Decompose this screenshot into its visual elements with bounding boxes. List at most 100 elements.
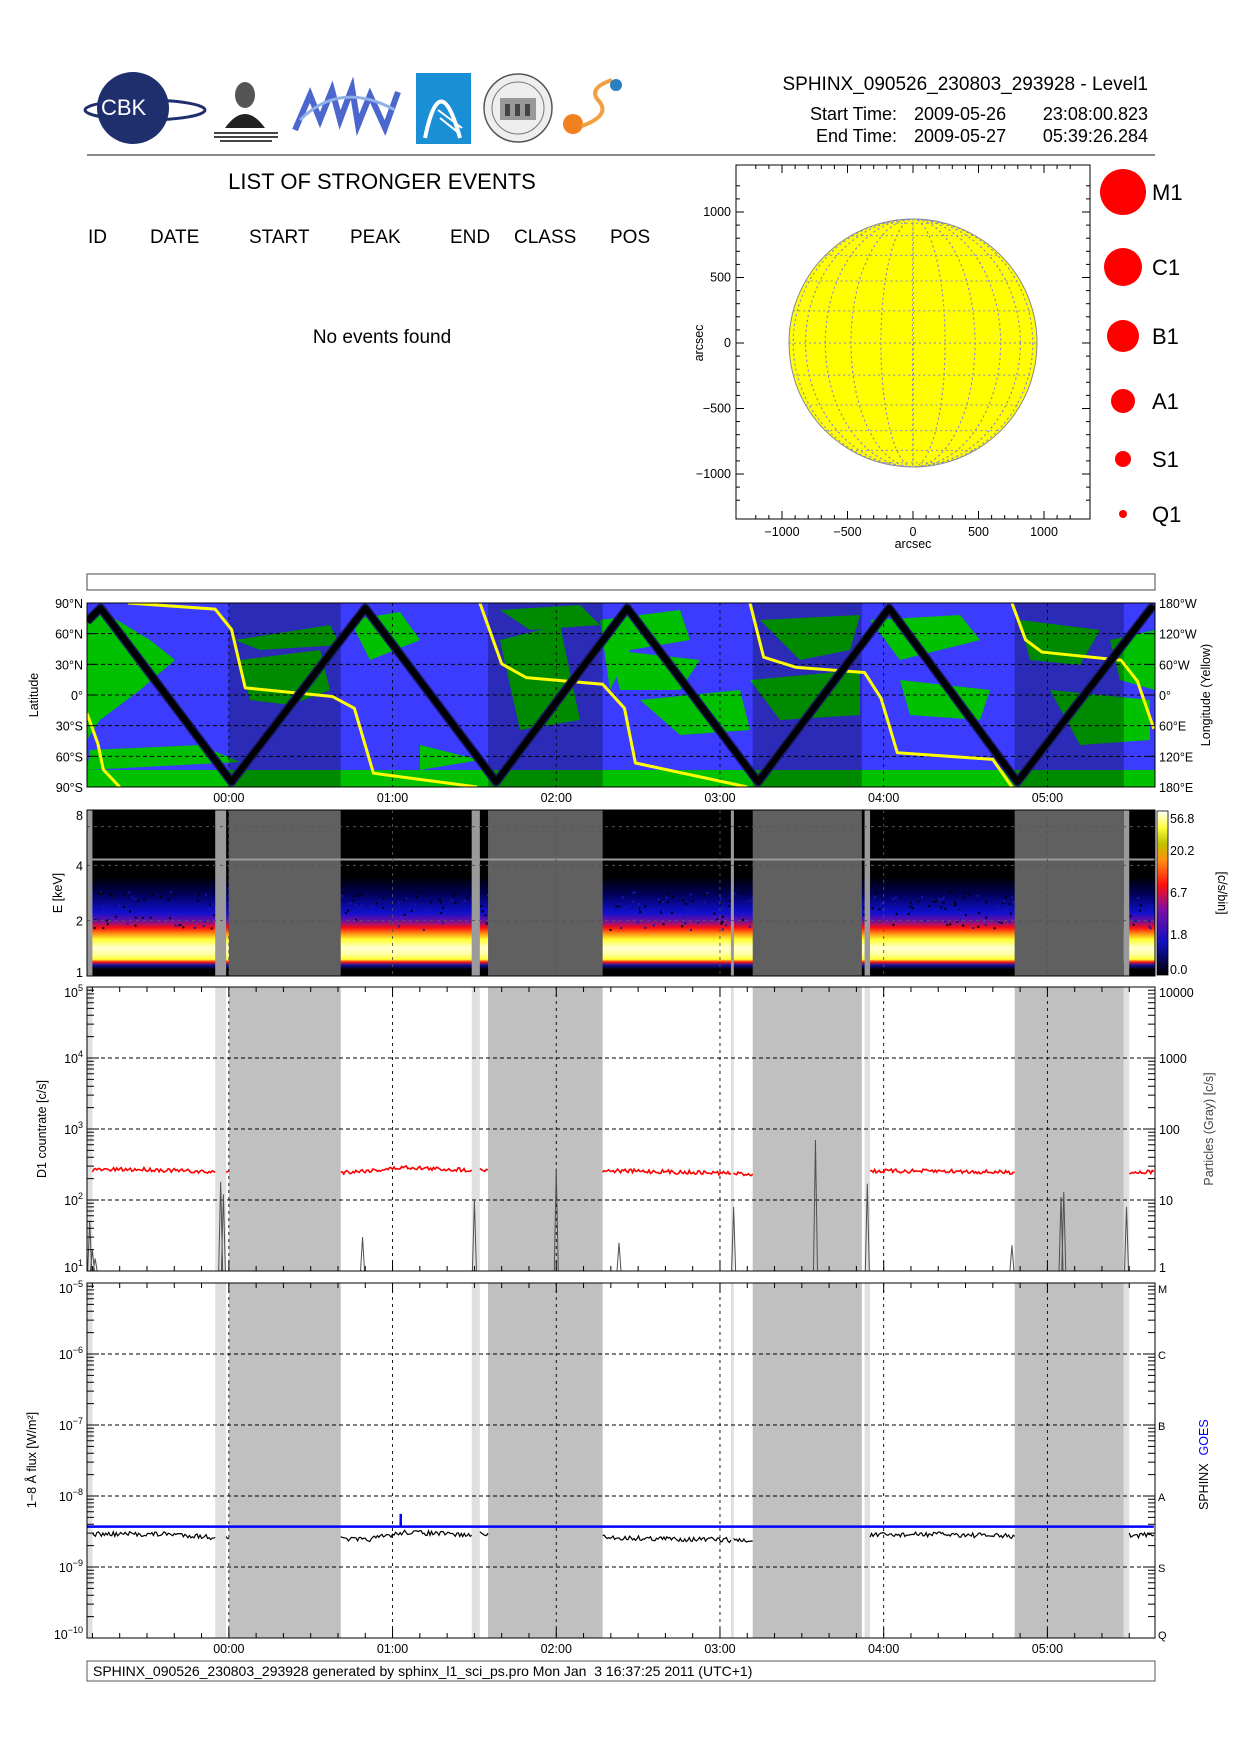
longitude-tick-label: 180°W	[1159, 597, 1197, 611]
spectrum-noise	[681, 917, 684, 920]
spectrum-noise	[1005, 907, 1008, 910]
eclipse-region	[1014, 810, 1124, 976]
spectrum-noise	[193, 926, 196, 929]
flare-class-marker	[1104, 248, 1142, 286]
goes-class-tick-label: S	[1158, 1563, 1165, 1575]
spectrum-noise	[114, 915, 117, 918]
flux-series-legend: SPHINX GOES	[1197, 1419, 1211, 1510]
time-tick-label: 02:00	[541, 1642, 572, 1656]
spectrum-noise	[442, 906, 445, 909]
spectrum-noise	[101, 892, 104, 895]
particles-tick-label: 1	[1159, 1261, 1166, 1275]
spectrum-noise	[634, 891, 637, 894]
cbk-pan-logo: CBK	[83, 72, 207, 144]
flare-class-marker	[1119, 510, 1127, 518]
y-tick-label: 500	[710, 271, 731, 285]
spectrum-noise	[134, 916, 137, 919]
x-tick-label: 500	[968, 525, 989, 539]
spectrum-noise	[639, 910, 642, 913]
eclipse-edge-region	[730, 1283, 734, 1638]
spectrum-noise	[180, 916, 183, 919]
spectrum-noise	[713, 912, 716, 915]
spectrum-noise	[459, 914, 462, 917]
particle-spike	[220, 1194, 226, 1272]
spectrum-noise	[909, 901, 912, 904]
eclipse-region	[488, 1283, 603, 1638]
spectrum-noise	[652, 924, 655, 927]
column-id: ID	[88, 227, 107, 248]
spectrum-noise	[342, 892, 345, 895]
spectrum-noise	[204, 893, 207, 896]
spectrum-noise	[403, 913, 406, 916]
spectrum-noise	[182, 926, 185, 929]
spectrum-noise	[609, 928, 612, 931]
time-tick-label: 03:00	[704, 1642, 735, 1656]
spectrum-noise	[621, 896, 624, 899]
longitude-track	[127, 603, 478, 787]
spectrum-noise	[954, 903, 957, 906]
spectrum-noise	[689, 928, 692, 931]
spectrum-noise	[733, 892, 736, 895]
spectrum-noise	[863, 907, 866, 910]
spectrum-noise	[149, 916, 152, 919]
spectrum-noise	[950, 891, 953, 894]
spectrum-noise	[389, 913, 392, 916]
spectrum-noise	[426, 909, 429, 912]
spectrum-noise	[137, 899, 140, 902]
spectrum-noise	[455, 911, 458, 914]
goes-flux-line	[86, 1513, 1154, 1528]
spectrum-noise	[415, 895, 418, 898]
sphinx-flux-line	[479, 1531, 489, 1537]
particles-tick-label: 1000	[1159, 1052, 1187, 1066]
column-peak: PEAK	[350, 227, 401, 248]
spectrum-noise	[357, 907, 360, 910]
x-tick-label: −1000	[764, 525, 799, 539]
eclipse-region	[228, 1283, 341, 1638]
spectrum-noise	[1139, 904, 1142, 907]
longitude-track	[748, 603, 1014, 787]
particle-spike	[1009, 1245, 1015, 1272]
spectrum-noise	[100, 911, 103, 914]
spectrum-noise	[1009, 912, 1012, 915]
spectrum-noise	[413, 903, 416, 906]
spectrum-noise	[486, 894, 489, 897]
spectrum-noise	[1008, 902, 1011, 905]
latitude-axis-label: Latitude	[27, 673, 41, 718]
spectrum-noise	[419, 891, 422, 894]
spectrum-noise	[862, 902, 865, 905]
spectrum-noise	[938, 898, 941, 901]
spectrum-noise	[959, 918, 962, 921]
eclipse-region	[228, 810, 341, 976]
y-tick-label: −500	[703, 402, 731, 416]
longitude-tick-label: 60°E	[1159, 720, 1186, 734]
spectrum-noise	[911, 907, 914, 910]
report-title: SPHINX_090526_230803_293928 - Level1	[782, 74, 1148, 95]
eclipse-edge-region	[471, 1283, 480, 1638]
spectrum-noise	[151, 894, 154, 897]
energy-tick-label: 8	[76, 809, 83, 823]
particle-spike	[864, 1183, 870, 1272]
particles-tick-label: 100	[1159, 1123, 1180, 1137]
particles-axis-label: Particles (Gray) [c/s]	[1202, 1072, 1216, 1185]
spectrum-noise	[1012, 901, 1015, 904]
spectrum-noise	[682, 899, 685, 902]
spectrum-noise	[684, 921, 687, 924]
spectrum-noise	[941, 898, 944, 901]
blue-arch-logo	[416, 73, 471, 144]
flare-class-marker	[1115, 451, 1131, 467]
spectrum-noise	[657, 898, 660, 901]
y-tick-label: 103	[64, 1120, 83, 1137]
spectrum-noise	[93, 927, 96, 930]
spectrum-noise	[636, 921, 639, 924]
y-tick-label: 10−9	[59, 1558, 83, 1575]
goes-class-tick-label: C	[1158, 1350, 1166, 1362]
spectrum-noise	[97, 891, 100, 894]
sphinx-flux-line	[1128, 1531, 1155, 1540]
spectrum-noise	[997, 906, 1000, 909]
longitude-gridline	[850, 219, 976, 467]
empty-info-bar	[86, 573, 1156, 591]
spectrum-noise	[202, 925, 205, 928]
spectrum-noise	[644, 905, 647, 908]
spectrum-noise	[742, 892, 745, 895]
